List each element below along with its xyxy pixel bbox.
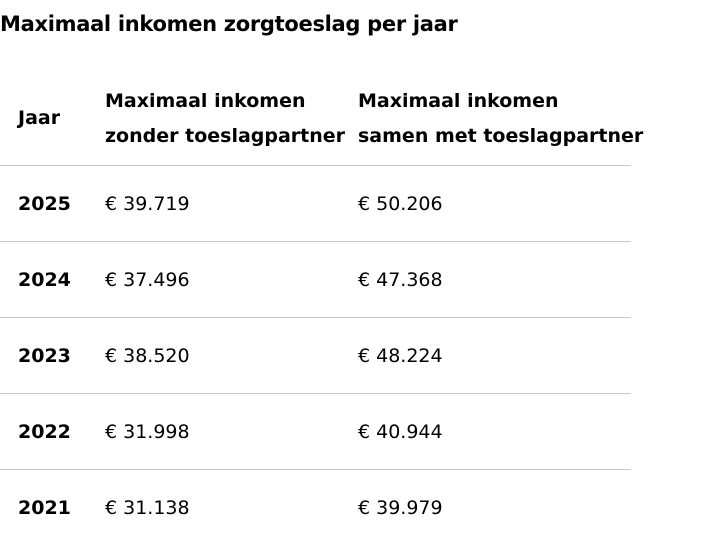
income-with-partner-cell: € 47.368 xyxy=(358,241,631,318)
year-cell: 2022 xyxy=(0,393,105,470)
income-without-partner-cell: € 31.138 xyxy=(105,496,190,519)
header-year: Jaar xyxy=(0,72,105,166)
income-with-partner-cell: € 50.206 xyxy=(358,165,631,242)
income-without-partner-cell: € 38.520 xyxy=(105,317,358,394)
year-cell: 2025 xyxy=(0,165,105,242)
income-without-partner-cell: € 37.496 xyxy=(105,241,358,318)
table-body: 2025 € 39.719 € 50.206 2024 € 37.496 € 4… xyxy=(0,165,631,546)
header-row: Jaar Maximaal inkomen zonder toeslagpart… xyxy=(0,72,644,166)
year-cell: 2023 xyxy=(0,317,105,394)
income-with-partner-cell: € 40.944 xyxy=(358,393,631,470)
income-without-partner-cell: € 39.719 xyxy=(105,165,358,242)
header-solo-line2: zonder toeslagpartner xyxy=(105,124,346,147)
header-income-with-partner: Maximaal inkomen samen met toeslagpartne… xyxy=(358,72,644,166)
income-table-container: Jaar Maximaal inkomen zonder toeslagpart… xyxy=(0,72,644,546)
income-table: Jaar Maximaal inkomen zonder toeslagpart… xyxy=(0,72,644,546)
table-row: 2021 € 31.138 € 39.979 xyxy=(0,470,631,546)
table-row: 2022 € 31.998 € 40.944 xyxy=(0,393,631,470)
table-row: 2024 € 37.496 € 47.368 xyxy=(0,241,631,318)
year-cell: 2024 xyxy=(0,241,105,318)
header-solo-line1: Maximaal inkomen xyxy=(105,89,306,112)
income-without-partner-cell: € 31.998 xyxy=(105,393,358,470)
header-income-without-partner: Maximaal inkomen zonder toeslagpartner xyxy=(105,72,358,166)
header-partner-line1: Maximaal inkomen xyxy=(358,89,559,112)
income-with-partner-cell: € 39.979 xyxy=(358,496,443,519)
table-header: Jaar Maximaal inkomen zonder toeslagpart… xyxy=(0,72,644,166)
table-row: 2025 € 39.719 € 50.206 xyxy=(0,165,631,242)
year-cell: 2021 xyxy=(18,496,71,519)
header-partner-line2: samen met toeslagpartner xyxy=(358,124,644,147)
income-with-partner-cell: € 48.224 xyxy=(358,317,631,394)
table-row: 2023 € 38.520 € 48.224 xyxy=(0,317,631,394)
page-title: Maximaal inkomen zorgtoeslag per jaar xyxy=(0,12,458,36)
